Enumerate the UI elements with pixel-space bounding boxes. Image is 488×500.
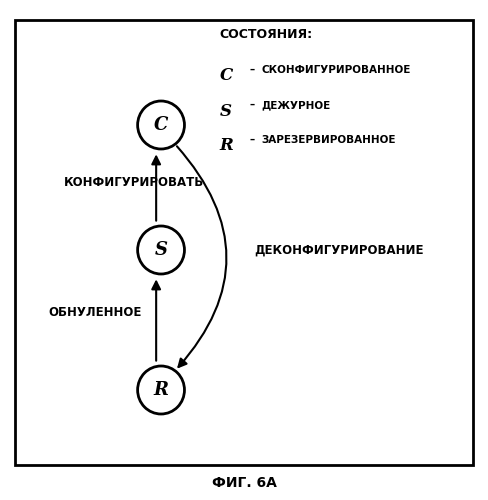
Text: R: R xyxy=(154,381,168,399)
Text: СКОНФИГУРИРОВАННОЕ: СКОНФИГУРИРОВАННОЕ xyxy=(261,65,410,75)
Circle shape xyxy=(138,366,184,414)
Bar xyxy=(15,20,473,465)
Circle shape xyxy=(138,226,184,274)
Circle shape xyxy=(138,101,184,149)
Text: S: S xyxy=(220,102,232,120)
Text: ОБНУЛЕННОЕ: ОБНУЛЕННОЕ xyxy=(49,306,142,319)
Text: –: – xyxy=(250,135,255,145)
Text: ДЕКОНФИГУРИРОВАНИЕ: ДЕКОНФИГУРИРОВАНИЕ xyxy=(254,244,423,256)
FancyArrowPatch shape xyxy=(177,146,226,367)
Text: ДЕЖУРНОЕ: ДЕЖУРНОЕ xyxy=(261,100,330,110)
Text: C: C xyxy=(220,68,233,84)
Text: –: – xyxy=(250,65,255,75)
Text: СОСТОЯНИЯ:: СОСТОЯНИЯ: xyxy=(220,28,313,40)
Text: S: S xyxy=(155,241,167,259)
Text: ФИГ. 6А: ФИГ. 6А xyxy=(212,476,276,490)
Text: C: C xyxy=(154,116,168,134)
Text: –: – xyxy=(250,100,255,110)
Text: КОНФИГУРИРОВАТЬ: КОНФИГУРИРОВАТЬ xyxy=(63,176,203,189)
Text: R: R xyxy=(220,138,233,154)
Text: ЗАРЕЗЕРВИРОВАННОЕ: ЗАРЕЗЕРВИРОВАННОЕ xyxy=(261,135,396,145)
